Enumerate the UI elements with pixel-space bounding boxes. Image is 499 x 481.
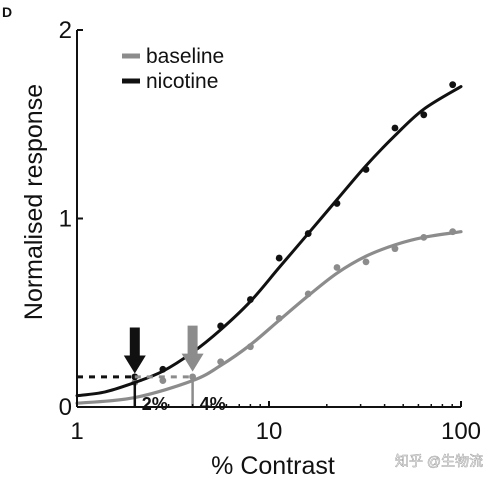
data-point-baseline-10 xyxy=(420,233,428,241)
data-point-baseline-2 xyxy=(189,373,197,381)
y-tick-label-0: 0 xyxy=(59,394,72,421)
data-point-nicotine-6 xyxy=(304,230,312,237)
data-point-nicotine-9 xyxy=(391,124,399,132)
x-tick-label-100: 100 xyxy=(441,418,481,445)
threshold-arrow-baseline xyxy=(181,325,204,372)
data-point-baseline-9 xyxy=(391,245,399,253)
y-tick-label-1: 1 xyxy=(59,206,72,233)
legend-label-nicotine: nicotine xyxy=(146,70,218,93)
data-point-nicotine-4 xyxy=(246,296,254,303)
threshold-arrow-nicotine xyxy=(123,327,146,374)
y-tick-label-2: 2 xyxy=(59,17,72,44)
x-tick-label-1: 1 xyxy=(70,418,83,445)
panel-label: D xyxy=(2,4,12,20)
data-point-nicotine-5 xyxy=(275,254,283,262)
y-axis-label: Normalised response xyxy=(20,84,48,320)
plot-layer xyxy=(75,81,463,405)
legend-label-baseline: baseline xyxy=(146,45,224,68)
fit-curve-baseline xyxy=(75,230,463,405)
data-point-baseline-1 xyxy=(159,377,167,385)
data-point-nicotine-3 xyxy=(217,322,225,330)
x-axis-label: % Contrast xyxy=(211,452,335,480)
data-point-nicotine-8 xyxy=(362,166,370,173)
annotations: 2% 4% xyxy=(77,325,226,414)
data-point-baseline-5 xyxy=(275,315,283,322)
data-point-nicotine-7 xyxy=(333,200,341,207)
threshold-label-baseline: 4% xyxy=(200,394,226,414)
data-point-baseline-6 xyxy=(304,290,312,298)
x-tick-label-10: 10 xyxy=(256,418,283,445)
data-point-baseline-4 xyxy=(246,343,254,351)
data-point-baseline-3 xyxy=(217,358,225,366)
fit-curve-nicotine xyxy=(75,85,463,398)
data-point-baseline-8 xyxy=(362,258,370,266)
data-point-baseline-7 xyxy=(333,264,341,271)
data-point-nicotine-1 xyxy=(159,365,167,373)
threshold-label-nicotine: 2% xyxy=(142,394,168,414)
data-point-nicotine-10 xyxy=(420,111,428,119)
data-point-nicotine-11 xyxy=(449,81,457,89)
watermark-text: 知乎 @生物流 xyxy=(395,453,483,469)
data-point-baseline-11 xyxy=(449,228,457,236)
